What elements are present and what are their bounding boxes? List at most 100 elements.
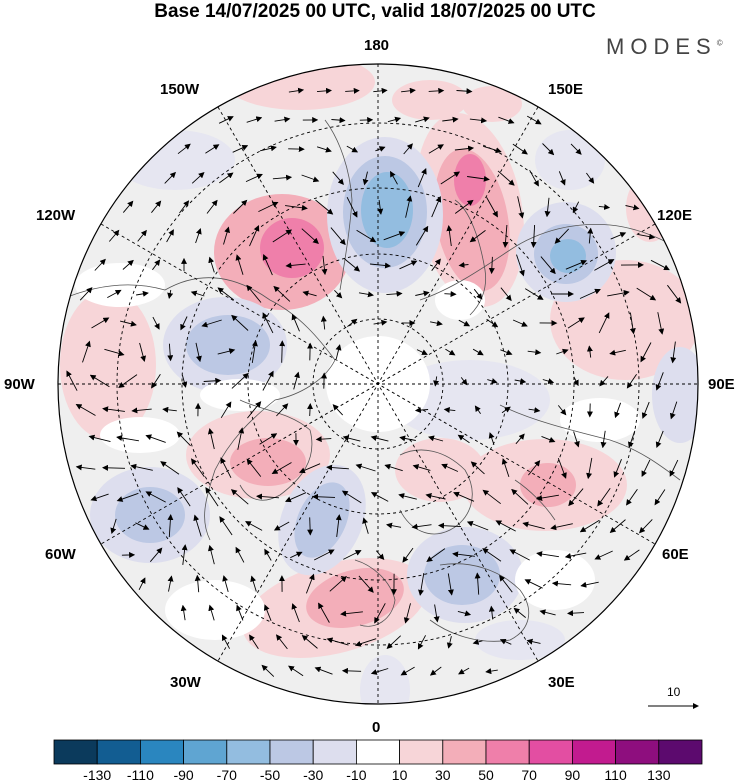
wind-arrow xyxy=(386,522,402,529)
wind-arrow xyxy=(262,312,274,334)
wind-arrow xyxy=(217,287,235,301)
wind-arrow xyxy=(401,87,416,94)
wind-arrow xyxy=(526,638,541,645)
wind-arrow xyxy=(667,284,682,304)
coastline-alaska xyxy=(324,119,353,291)
wind-arrow xyxy=(512,319,528,327)
negative-anomaly xyxy=(360,655,410,704)
wind-arrow xyxy=(473,288,483,300)
wind-arrow xyxy=(540,256,556,275)
wind-arrow xyxy=(298,463,321,474)
wind-arrow xyxy=(130,463,153,471)
colorbar-swatch xyxy=(96,739,141,765)
wind-arrow xyxy=(567,610,585,617)
wind-arrow xyxy=(485,668,498,675)
wind-arrow xyxy=(75,403,96,416)
wind-arrow xyxy=(167,343,174,362)
wind-arrow xyxy=(273,521,290,531)
wind-arrow xyxy=(89,374,110,388)
wind-arrow xyxy=(522,521,545,530)
wind-arrow xyxy=(568,488,584,507)
wind-arrow xyxy=(500,349,513,356)
wind-arrow xyxy=(332,171,344,185)
wind-arrow xyxy=(207,428,215,450)
wind-arrow xyxy=(580,581,599,588)
wind-arrow xyxy=(166,229,174,243)
wind-arrow xyxy=(387,116,402,123)
wind-arrow xyxy=(94,258,106,271)
wind-arrow xyxy=(483,145,502,154)
wind-arrow xyxy=(609,349,626,356)
colorbar-swatch xyxy=(312,739,357,765)
wind-arrow xyxy=(177,487,191,507)
colorbar-label: 50 xyxy=(478,767,494,783)
positive-anomaly xyxy=(60,290,156,440)
positive-anomaly xyxy=(392,80,468,120)
wind-arrow xyxy=(233,199,248,214)
wind-arrow xyxy=(271,462,292,475)
wind-arrow xyxy=(343,550,362,560)
positive-anomaly xyxy=(230,438,306,486)
wind-arrow xyxy=(669,401,678,420)
wind-arrow xyxy=(598,312,610,334)
wind-arrow xyxy=(524,288,544,300)
wind-arrow xyxy=(400,666,415,676)
wind-arrow xyxy=(613,459,622,478)
wind-arrow xyxy=(497,170,515,186)
wind-arrow xyxy=(208,256,215,273)
wind-arrow xyxy=(495,520,516,532)
lon-label-30w: 30W xyxy=(170,674,201,691)
wind-arrow xyxy=(482,489,501,505)
wind-arrow xyxy=(500,287,512,302)
wind-arrow xyxy=(370,435,389,442)
colorbar-label: 10 xyxy=(391,767,408,783)
wind-arrow xyxy=(321,255,328,276)
wind-arrow xyxy=(528,407,541,414)
colorbar-swatch xyxy=(269,739,314,765)
wind-arrow xyxy=(641,459,651,478)
anomaly-field xyxy=(60,64,698,704)
wind-arrow xyxy=(88,434,111,443)
wind-arrow xyxy=(208,604,215,621)
wind-arrow xyxy=(162,406,177,413)
wind-arrow xyxy=(486,197,498,218)
wind-arrow xyxy=(79,287,93,301)
colorbar-swatch xyxy=(399,739,444,765)
colorbar-swatch xyxy=(528,739,573,765)
wind-arrow xyxy=(301,634,318,649)
wind-arrow xyxy=(530,224,537,248)
wind-arrow xyxy=(637,233,656,240)
negative-anomaly xyxy=(652,347,698,443)
wind-arrow xyxy=(231,314,249,331)
wind-arrow xyxy=(625,204,640,211)
wind-arrow xyxy=(369,262,391,269)
wind-arrow xyxy=(249,224,260,247)
wind-arrow xyxy=(374,603,386,624)
wind-arrow xyxy=(486,318,499,328)
wind-arrow xyxy=(275,634,288,650)
wind-arrow xyxy=(340,610,363,617)
wind-arrow xyxy=(587,227,594,244)
map-border xyxy=(57,63,699,705)
wind-arrow xyxy=(557,457,567,479)
wind-arrow xyxy=(316,87,332,94)
colorbar-label: -130 xyxy=(83,767,112,783)
coastline-greenland xyxy=(239,399,313,501)
wind-arrow xyxy=(501,406,511,414)
wind-arrow xyxy=(250,575,257,592)
neutral-zone xyxy=(560,398,640,442)
wind-arrow xyxy=(152,316,160,330)
wind-arrow xyxy=(417,167,427,188)
wind-arrow xyxy=(474,572,481,595)
wind-arrow xyxy=(454,199,474,214)
wind-arrow xyxy=(610,232,627,240)
wind-arrow xyxy=(235,546,245,563)
wind-arrow xyxy=(293,371,300,390)
neutral-zone xyxy=(100,417,180,453)
wind-arrow xyxy=(279,340,286,363)
wind-arrow xyxy=(517,196,525,219)
wind-arrow xyxy=(639,519,653,534)
wind-arrow xyxy=(431,195,442,218)
wind-arrow xyxy=(191,172,205,184)
colorbar-swatch xyxy=(485,739,530,765)
